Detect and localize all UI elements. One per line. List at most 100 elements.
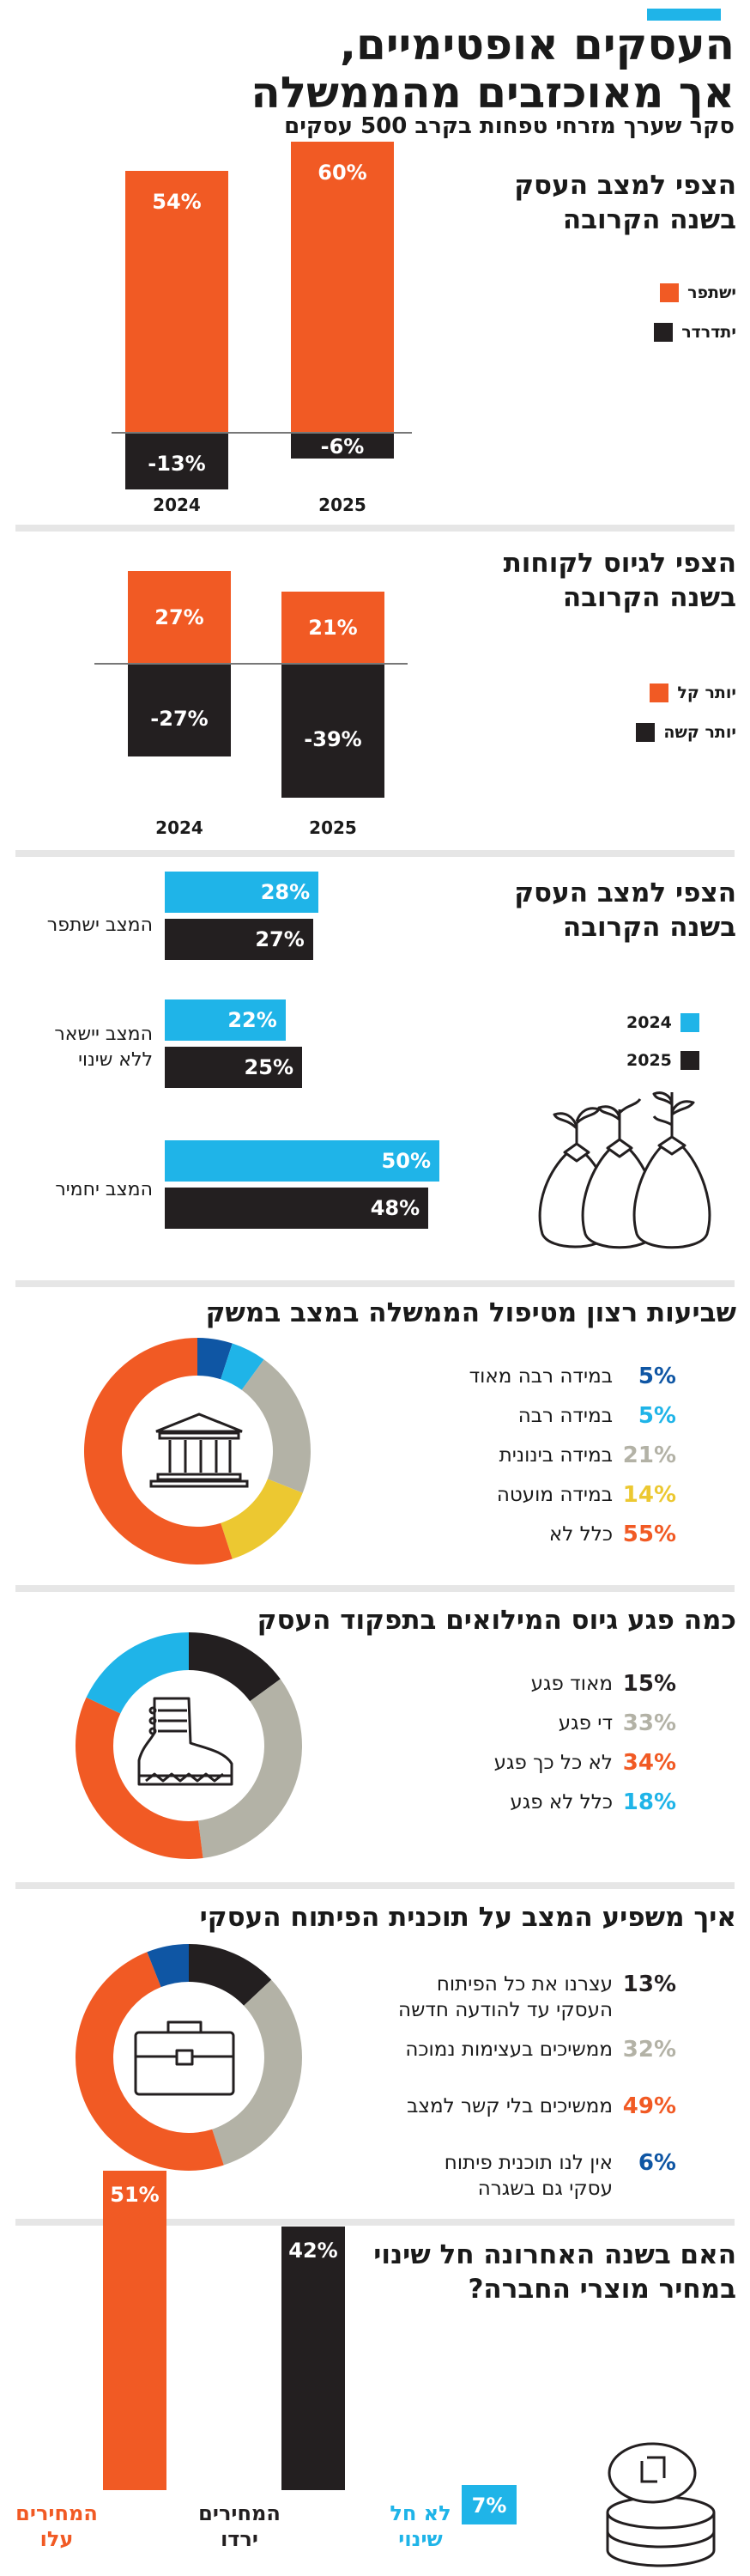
section2-title-line2: בשנה הקרובה xyxy=(562,582,736,613)
category-label-no-change: לא חל שינוי xyxy=(382,2500,459,2552)
legend-item-worsen: יתדרדר xyxy=(654,323,736,342)
legend-value-quite-hurt: 33% xyxy=(622,1710,676,1736)
legend-label-little: במידה מועטה xyxy=(496,1484,613,1506)
bar-2024-improve: 54% xyxy=(125,170,228,433)
header-accent-bar xyxy=(647,9,721,21)
donut-slice-no-plan xyxy=(147,1944,189,1988)
bar-2025-worsen: -6% xyxy=(291,433,394,459)
legend-swatch-black xyxy=(636,723,656,742)
legend-row-much: 5% במידה רבה xyxy=(518,1403,676,1429)
legend-label-medium: במידה בינונית xyxy=(499,1444,613,1467)
legend-value-not-at-all: 18% xyxy=(622,1789,676,1815)
legend-value-no-plan: 6% xyxy=(638,2150,676,2176)
legend-label-much: במידה רבה xyxy=(517,1405,613,1427)
legend-swatch-blue xyxy=(680,1013,699,1032)
donut-gov-satisfaction xyxy=(84,1338,311,1564)
category-label-prices-down-line1: המחירים xyxy=(198,2501,281,2525)
legend-label-worsen: יתדרדר xyxy=(681,323,736,342)
bar-no-change-2024: 22% xyxy=(165,999,286,1041)
legend-value-stopped: 13% xyxy=(622,1971,676,1997)
tick-label-2025: 2025 xyxy=(318,495,366,515)
legend-value-not-at-all: 55% xyxy=(622,1522,676,1547)
bar-2025-improve: 60% xyxy=(291,142,394,433)
zero-baseline xyxy=(112,432,412,434)
category-label-prices-down: המחירים ירדו xyxy=(192,2500,287,2552)
legend-row-quite-hurt: 33% די פגע xyxy=(559,1710,676,1736)
section7-title-line2: במחיר מוצרי החברה? xyxy=(468,2274,736,2305)
donut-development-plan xyxy=(75,1944,303,2171)
category-label-no-change-line1: המצב יישאר xyxy=(54,1024,153,1045)
section-divider xyxy=(15,2219,735,2226)
legend-row-medium: 21% במידה בינונית xyxy=(499,1443,676,1468)
legend-value-medium: 21% xyxy=(622,1443,676,1468)
government-building-icon xyxy=(149,1413,249,1488)
bar-worsen-2025: 48% xyxy=(165,1188,429,1229)
donut-slice-medium xyxy=(241,1359,311,1493)
section3-title-line2: בשנה הקרובה xyxy=(562,912,736,943)
legend-swatch-black xyxy=(654,323,674,342)
tick-label-2025: 2025 xyxy=(309,817,357,838)
section-divider xyxy=(15,850,735,857)
legend-label-harder: יותר קשה xyxy=(663,723,736,742)
data-label-2025-improve: 60% xyxy=(318,161,367,185)
data-label-2025-harder: -39% xyxy=(304,727,362,751)
chart-customer-acquisition: 27% 21% -27% -39% 2024 2025 xyxy=(0,0,750,859)
page-subtitle: סקר שערך מזרחי טפחות בקרב 500 עסקים xyxy=(284,113,735,139)
legend-value-not-so-much: 34% xyxy=(622,1750,676,1776)
data-label-no-change-2024: 22% xyxy=(227,1008,277,1032)
legend-swatch-orange xyxy=(650,683,669,702)
legend-label-easier: יותר קל xyxy=(677,683,736,702)
donut-slice-stopped xyxy=(189,1944,272,2006)
category-label-no-change-line1: לא חל xyxy=(390,2501,451,2525)
legend-row-little: 14% במידה מועטה xyxy=(497,1482,676,1508)
donut-slice-not-so-much xyxy=(75,1697,203,1859)
category-label-prices-up-line2: עלו xyxy=(39,2527,74,2551)
legend-item-2024: 2024 xyxy=(626,1013,699,1032)
legend-label-improve: ישתפר xyxy=(687,283,736,302)
page-title: העסקים אופטימיים, אך מאוכזבים מהממשלה xyxy=(251,21,735,117)
section3-title-line1: הצפי למצב העסק xyxy=(514,878,736,908)
category-label-no-change-line2: שינוי xyxy=(398,2527,443,2551)
legend-label-quite-hurt: די פגע xyxy=(558,1712,613,1735)
donut-slice-quite-hurt xyxy=(198,1679,302,1858)
legend-label-continue: ממשיכים בלי קשר למצב xyxy=(407,2095,613,2117)
legend-row-not-so-much: 34% לא כל כך פגע xyxy=(494,1750,676,1776)
legend-row-continue: 49% ממשיכים בלי קשר למצב xyxy=(407,2093,676,2119)
data-label-2024-improve: 54% xyxy=(152,189,202,214)
legend-item-improve: ישתפר xyxy=(660,283,736,302)
legend-value-little: 14% xyxy=(622,1482,676,1508)
section2-title-line1: הצפי לגיוס לקוחות xyxy=(503,548,736,579)
donut-slice-continue xyxy=(75,1952,224,2171)
category-label-no-change: המצב יישאר ללא שינוי xyxy=(54,1022,153,1073)
data-label-improve-2024: 28% xyxy=(260,880,311,904)
legend-value-continue: 49% xyxy=(622,2093,676,2119)
legend-item-2025: 2025 xyxy=(626,1051,699,1070)
bar-2025-harder: -39% xyxy=(281,664,384,798)
section3-title: הצפי למצב העסק בשנה הקרובה xyxy=(514,876,736,945)
data-label-2025-worsen: -6% xyxy=(320,434,365,459)
tick-label-2024: 2024 xyxy=(155,817,203,838)
section-divider xyxy=(15,1585,735,1592)
section2-title: הצפי לגיוס לקוחות בשנה הקרובה xyxy=(504,546,736,615)
chart-business-outlook-horizontal: המצב ישתפר המצב יישאר ללא שינוי המצב יחמ… xyxy=(0,0,750,1279)
section6-title: איך משפיע המצב על תוכנית הפיתוח העסקי xyxy=(199,1902,736,1933)
legend-row-not-at-all: 18% כלל לא פגע xyxy=(510,1789,676,1815)
bar-prices-up: 51% xyxy=(103,2170,166,2490)
donut-slice-much xyxy=(221,1343,264,1390)
legend-row-no-plan: 6% אין לנו תוכנית פיתוח עסקי גם בשגרה xyxy=(445,2150,676,2202)
legend-label-2024: 2024 xyxy=(626,1013,672,1032)
data-label-worsen-2024: 50% xyxy=(381,1149,431,1173)
bar-improve-2024: 28% xyxy=(165,872,319,913)
legend-value-low-intensity: 32% xyxy=(622,2037,676,2063)
category-label-improve: המצב ישתפר xyxy=(46,914,153,936)
legend-value-hurt-a-lot: 15% xyxy=(622,1671,676,1697)
section1-title: הצפי למצב העסק בשנה הקרובה xyxy=(514,168,736,237)
donut-slice-little xyxy=(221,1479,303,1559)
legend-label-not-at-all: כלל לא xyxy=(548,1523,613,1546)
legend-swatch-orange xyxy=(660,283,680,302)
tick-label-2024: 2024 xyxy=(153,495,201,515)
category-label-prices-up-line1: המחירים xyxy=(15,2501,98,2525)
data-label-prices-down: 42% xyxy=(288,2239,338,2263)
data-label-prices-up: 51% xyxy=(110,2182,160,2207)
